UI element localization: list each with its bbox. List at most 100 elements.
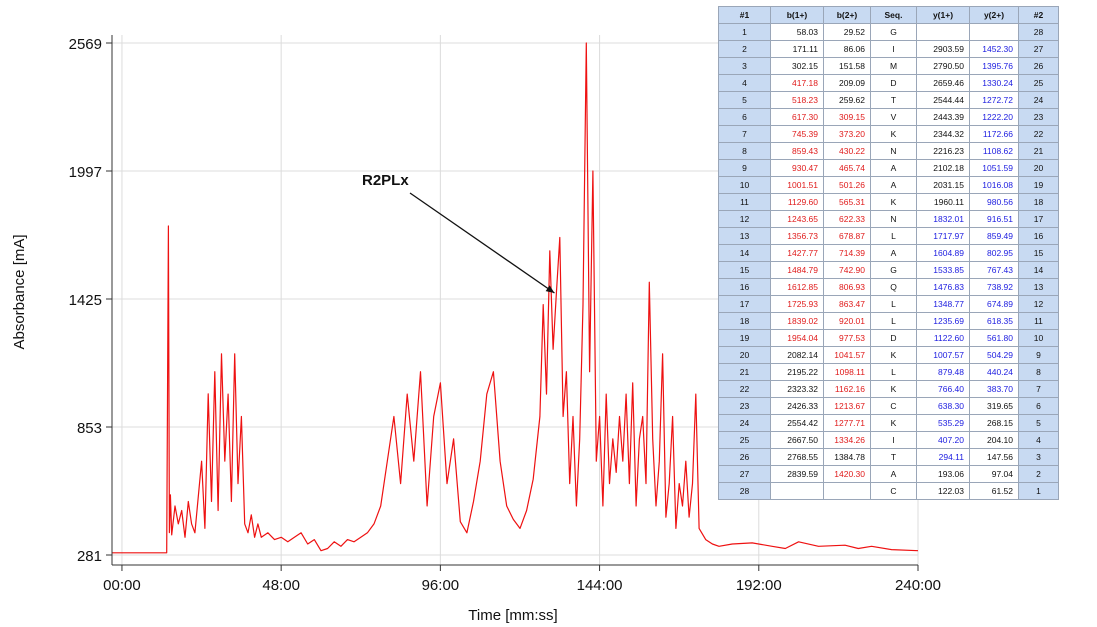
x-tick-label: 192:00 [736,577,782,594]
cell-index-1: 11 [718,193,771,211]
cell-b1: 2554.42 [770,414,824,432]
table-row: 6 617.30 309.15 V 2443.39 1222.20 23 [718,108,1059,126]
cell-residue: N [870,142,917,160]
cell-b2: 622.33 [823,210,871,228]
cell-b2: 1162.16 [823,380,871,398]
cell-b1 [770,482,824,500]
cell-residue: V [870,108,917,126]
fragment-ion-table: #1 b(1+) b(2+) Seq. y(1+) y(2+) #2 1 58.0… [718,6,1059,500]
table-row: 24 2554.42 1277.71 K 535.29 268.15 5 [718,414,1059,432]
cell-b1: 2839.59 [770,465,824,483]
cell-b1: 171.11 [770,40,824,58]
cell-b1: 2195.22 [770,363,824,381]
cell-residue: A [870,176,917,194]
cell-y2: 1108.62 [969,142,1019,160]
cell-residue: K [870,380,917,398]
cell-b2: 1334.26 [823,431,871,449]
table-row: 16 1612.85 806.93 Q 1476.83 738.92 13 [718,278,1059,296]
cell-index-1: 17 [718,295,771,313]
cell-b2: 806.93 [823,278,871,296]
cell-b1: 2426.33 [770,397,824,415]
cell-index-2: 20 [1018,159,1059,177]
x-tick-label: 240:00 [895,577,941,594]
cell-residue: K [870,193,917,211]
axes [106,35,919,571]
cell-b1: 1839.02 [770,312,824,330]
cell-index-2: 26 [1018,57,1059,75]
cell-b2: 920.01 [823,312,871,330]
cell-y2: 916.51 [969,210,1019,228]
table-row: 7 745.39 373.20 K 2344.32 1172.66 22 [718,125,1059,143]
table-row: 11 1129.60 565.31 K 1960.11 980.56 18 [718,193,1059,211]
cell-y1: 1348.77 [916,295,970,313]
cell-b1: 859.43 [770,142,824,160]
col-header-b2: b(2+) [823,6,871,24]
y-tick-label: 853 [77,420,102,437]
cell-b2: 714.39 [823,244,871,262]
cell-b2: 1384.78 [823,448,871,466]
cell-b2: 977.53 [823,329,871,347]
cell-residue: T [870,448,917,466]
cell-y1: 638.30 [916,397,970,415]
table-row: 20 2082.14 1041.57 K 1007.57 504.29 9 [718,346,1059,364]
cell-index-2: 5 [1018,414,1059,432]
cell-b2: 565.31 [823,193,871,211]
cell-b1: 1356.73 [770,227,824,245]
cell-b1: 417.18 [770,74,824,92]
cell-y1: 1717.97 [916,227,970,245]
cell-b2: 1041.57 [823,346,871,364]
cell-y1: 1476.83 [916,278,970,296]
cell-index-2: 14 [1018,261,1059,279]
cell-y1: 1604.89 [916,244,970,262]
cell-y1: 2659.46 [916,74,970,92]
cell-y1: 1533.85 [916,261,970,279]
y-tick-label: 1425 [69,292,102,309]
cell-index-1: 22 [718,380,771,398]
cell-index-2: 19 [1018,176,1059,194]
cell-residue: A [870,159,917,177]
table-row: 25 2667.50 1334.26 I 407.20 204.10 4 [718,431,1059,449]
cell-b2: 151.58 [823,57,871,75]
cell-y1 [916,23,970,41]
annotation-arrowhead [545,285,555,293]
absorbance-trace [112,42,919,554]
cell-b1: 2667.50 [770,431,824,449]
table-row: 13 1356.73 678.87 L 1717.97 859.49 16 [718,227,1059,245]
cell-index-1: 8 [718,142,771,160]
table-row: 17 1725.93 863.47 L 1348.77 674.89 12 [718,295,1059,313]
cell-b1: 1612.85 [770,278,824,296]
cell-b1: 1001.51 [770,176,824,194]
cell-index-1: 28 [718,482,771,500]
cell-residue: G [870,23,917,41]
col-header-b1: b(1+) [770,6,824,24]
cell-y2: 859.49 [969,227,1019,245]
annotation-label: R2PLx [362,172,409,189]
cell-index-2: 21 [1018,142,1059,160]
cell-residue: L [870,295,917,313]
cell-y2: 61.52 [969,482,1019,500]
y-tick-label: 281 [77,548,102,565]
cell-index-2: 16 [1018,227,1059,245]
cell-y1: 2544.44 [916,91,970,109]
col-header-y2: y(2+) [969,6,1019,24]
cell-y2: 561.80 [969,329,1019,347]
table-row: 18 1839.02 920.01 L 1235.69 618.35 11 [718,312,1059,330]
x-tick-label: 00:00 [103,577,141,594]
cell-residue: A [870,244,917,262]
cell-index-1: 24 [718,414,771,432]
cell-residue: M [870,57,917,75]
cell-index-1: 13 [718,227,771,245]
cell-index-2: 6 [1018,397,1059,415]
cell-y2: 1172.66 [969,125,1019,143]
trace-layer [112,42,919,554]
cell-residue: K [870,125,917,143]
cell-b1: 1129.60 [770,193,824,211]
cell-index-1: 1 [718,23,771,41]
cell-index-1: 15 [718,261,771,279]
cell-residue: G [870,261,917,279]
table-row: 12 1243.65 622.33 N 1832.01 916.51 17 [718,210,1059,228]
x-tick-label: 144:00 [577,577,623,594]
cell-y2: 1051.59 [969,159,1019,177]
cell-y1: 535.29 [916,414,970,432]
cell-y1: 1007.57 [916,346,970,364]
